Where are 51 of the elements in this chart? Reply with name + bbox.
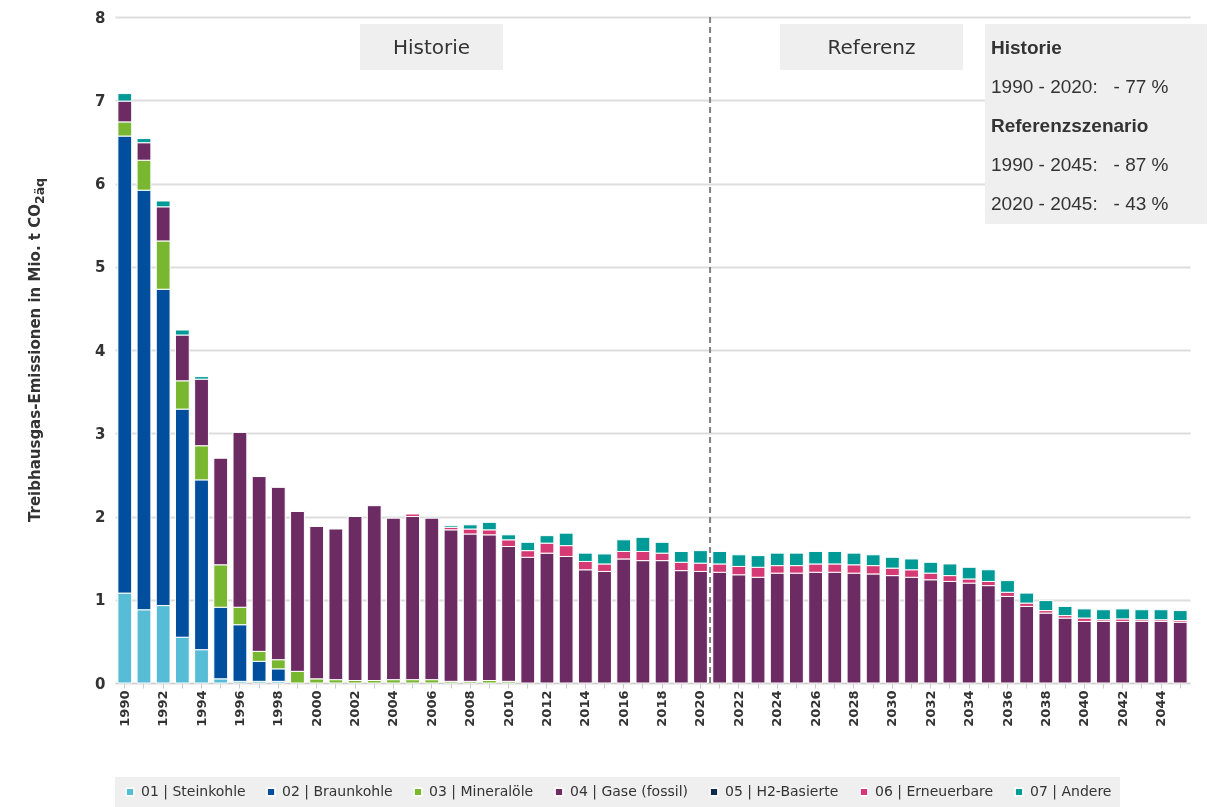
x-tick-label: 2036 <box>999 690 1015 727</box>
label-box: Historie <box>360 24 503 70</box>
label-box: Referenz <box>780 24 963 70</box>
x-tick-label: 1994 <box>193 690 209 727</box>
x-tick-label: 2044 <box>1153 690 1169 727</box>
y-tick-label: 5 <box>95 258 106 277</box>
x-tick-label: 2030 <box>884 690 900 727</box>
y-tick-label: 0 <box>95 674 106 693</box>
x-tick-label: 2016 <box>615 690 631 727</box>
x-tick-label: 2008 <box>462 690 478 727</box>
x-tick-label: 2006 <box>423 690 439 727</box>
x-tick-label: 2002 <box>347 690 363 727</box>
legend-label: 04 | Gase (fossil) <box>570 783 689 800</box>
x-tick-label: 2018 <box>654 690 670 727</box>
y-tick-label: 1 <box>95 591 106 610</box>
y-tick-label: 7 <box>95 91 106 110</box>
x-tick-label: 2010 <box>500 690 516 727</box>
legend-label: 02 | Braunkohle <box>282 783 393 800</box>
legend-label: 03 | Mineralöle <box>429 783 534 800</box>
annotation: 1990 - 2045: - 87 % <box>991 153 1170 177</box>
x-tick-label: 2000 <box>308 690 324 727</box>
x-tick-label: 1992 <box>155 690 171 727</box>
legend-label: 06 | Erneuerbare <box>875 783 994 800</box>
x-tick-label: 2040 <box>1076 690 1092 727</box>
x-tick-label: 2032 <box>922 690 938 727</box>
annotation: Historie <box>991 36 1063 60</box>
x-tick-label: 2020 <box>692 690 708 727</box>
x-tick-label: 1996 <box>231 690 247 727</box>
annotation: Referenzszenario <box>991 114 1150 138</box>
y-tick-label: 8 <box>95 8 106 27</box>
x-tick-label: 2028 <box>845 690 861 727</box>
annotation: 1990 - 2020: - 77 % <box>991 75 1170 99</box>
x-tick-label: 2004 <box>385 690 401 727</box>
x-tick-label: 2012 <box>538 690 554 727</box>
x-tick-label: 2038 <box>1037 690 1053 727</box>
x-tick-label: 2014 <box>577 690 593 727</box>
y-tick-label: 4 <box>95 341 106 360</box>
legend-label: 01 | Steinkohle <box>141 783 246 800</box>
x-tick-label: 2042 <box>1114 690 1130 727</box>
annotation: 2020 - 2045: - 43 % <box>991 192 1170 216</box>
x-tick-label: 1990 <box>116 690 132 727</box>
x-tick-label: 2024 <box>769 690 785 727</box>
y-tick-label: 3 <box>95 424 106 443</box>
x-tick-label: 1998 <box>270 690 286 727</box>
y-tick-label: 6 <box>95 175 106 193</box>
y-tick-label: 2 <box>95 508 106 526</box>
legend-label: 07 | Andere <box>1030 783 1112 800</box>
x-tick-label: 2022 <box>730 690 746 727</box>
legend-label: 05 | H2-Basierte <box>725 783 839 800</box>
x-tick-label: 2026 <box>807 690 823 727</box>
x-tick-label: 2034 <box>961 690 977 727</box>
